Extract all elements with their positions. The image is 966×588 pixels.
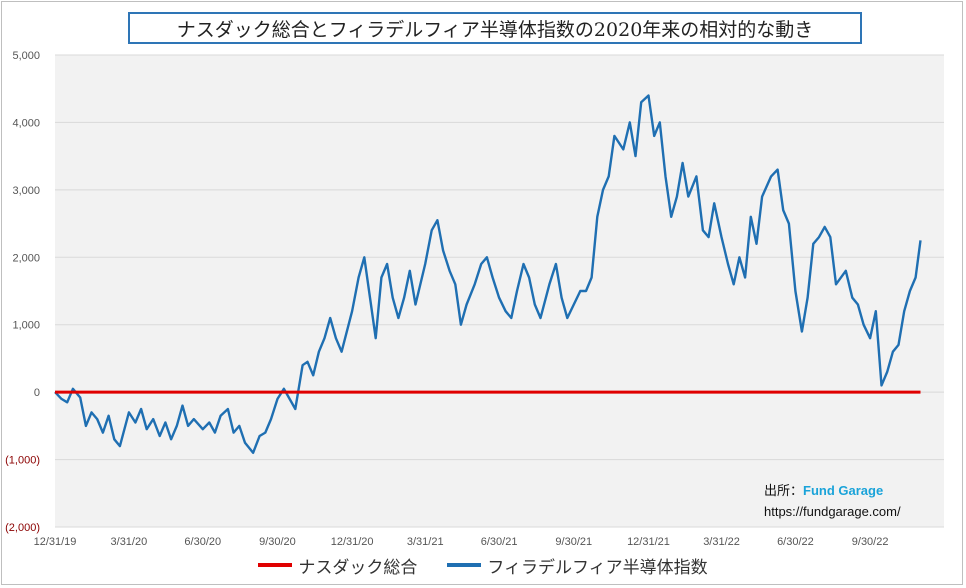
y-tick-label: 0 <box>34 387 40 399</box>
x-tick-label: 6/30/21 <box>481 536 518 548</box>
y-tick-label: (2,000) <box>5 522 40 534</box>
y-tick-label: 3,000 <box>12 185 40 197</box>
gridlines <box>55 54 944 528</box>
y-tick-label: 5,000 <box>12 50 40 62</box>
x-tick-label: 9/30/21 <box>555 536 592 548</box>
y-tick-label: 1,000 <box>12 320 40 332</box>
x-tick-label: 3/31/21 <box>407 536 444 548</box>
legend-label-sox: フィラデルフィア半導体指数 <box>487 557 708 578</box>
legend-item-sox: フィラデルフィア半導体指数 <box>447 553 708 578</box>
x-tick-label: 3/31/22 <box>703 536 740 548</box>
legend-item-nasdaq: ナスダック総合 <box>258 553 417 578</box>
y-tick-label: 4,000 <box>12 117 40 129</box>
x-tick-label: 12/31/21 <box>627 536 670 548</box>
y-tick-label: (1,000) <box>5 455 40 467</box>
source-url: https://fundgarage.com/ <box>764 504 901 519</box>
plot-area <box>55 55 944 527</box>
x-tick-label: 6/30/20 <box>184 536 221 548</box>
legend-label-nasdaq: ナスダック総合 <box>298 557 418 578</box>
legend-swatch-nasdaq <box>258 563 293 567</box>
source-credit: 出所：Fund Garage <box>764 480 883 499</box>
y-axis-ticks: 5,000 4,000 3,000 2,000 1,000 0 (1,000) (2,000) <box>5 50 40 534</box>
legend: ナスダック総合 フィラデルフィア半導体指数 <box>0 552 966 578</box>
x-axis-ticks: 12/31/19 3/31/20 6/30/20 9/30/20 12/31/20 3/3… <box>34 536 889 548</box>
y-tick-label: 2,000 <box>12 252 40 264</box>
legend-swatch-sox <box>447 563 482 567</box>
x-tick-label: 12/31/20 <box>331 536 374 548</box>
series-line-sox <box>54 94 922 454</box>
chart-title: ナスダック総合とフィラデルフィア半導体指数の2020年来の相対的な動き <box>128 12 862 44</box>
x-tick-label: 12/31/19 <box>34 536 77 548</box>
series-group <box>54 94 922 454</box>
source-label: 出所： <box>764 484 804 499</box>
x-tick-label: 9/30/20 <box>259 536 296 548</box>
source-brand: Fund Garage <box>803 483 884 498</box>
x-tick-label: 3/31/20 <box>111 536 148 548</box>
x-tick-label: 9/30/22 <box>852 536 889 548</box>
x-tick-label: 6/30/22 <box>777 536 814 548</box>
